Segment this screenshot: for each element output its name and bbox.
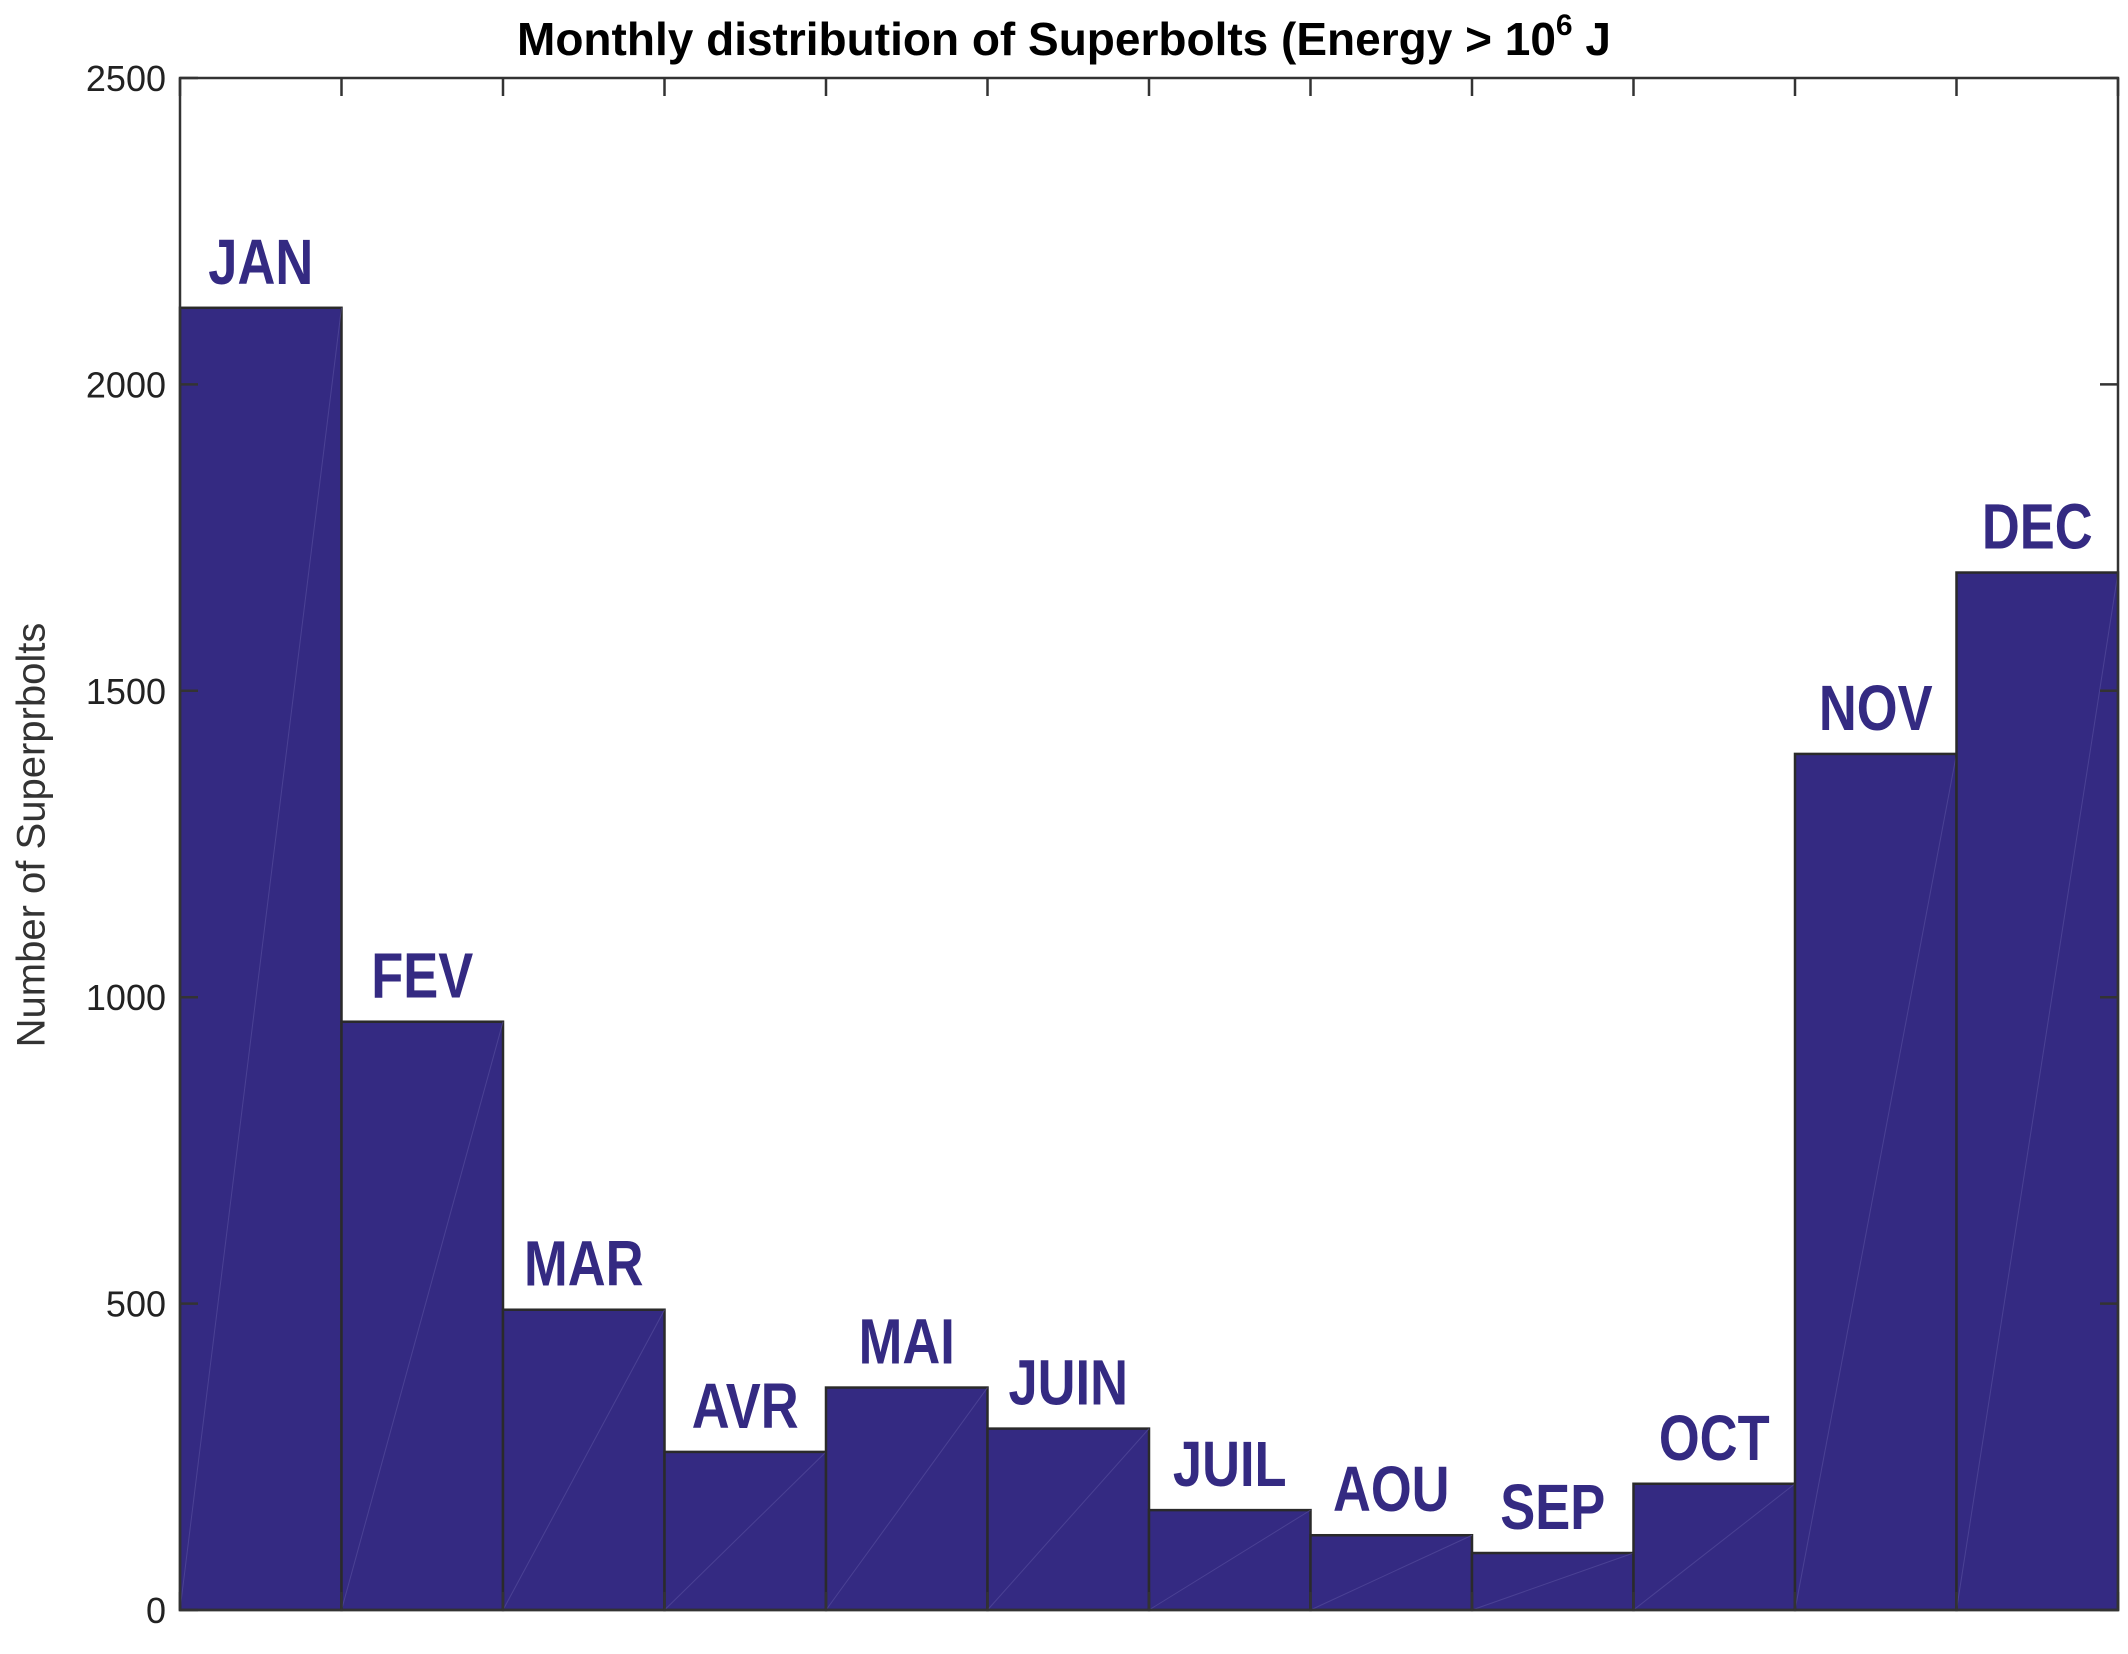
bar-label-avr: AVR — [692, 1371, 799, 1442]
bars-layer — [178, 306, 2120, 1612]
bar-facet-line — [1794, 753, 1957, 1611]
y-tick-label: 1500 — [86, 671, 166, 712]
bar-facet-line — [502, 1309, 665, 1611]
bar-label-juil: JUIL — [1173, 1429, 1287, 1500]
bar-facet-line — [987, 1428, 1150, 1611]
bar-label-aou: AOU — [1333, 1454, 1450, 1525]
y-tick-label: 0 — [146, 1590, 166, 1631]
axes-layer: 0 500 1000 1500 2000 2500 — [86, 58, 2120, 1631]
bar-facet-line — [664, 1451, 827, 1611]
bar-facet-line — [1956, 572, 2119, 1611]
bar-label-juin: JUIN — [1008, 1348, 1128, 1419]
bar-label-sep: SEP — [1500, 1472, 1605, 1543]
y-tick-label: 500 — [106, 1284, 166, 1325]
bar-label-jan: JAN — [208, 227, 313, 298]
bar-label-fev: FEV — [371, 941, 473, 1012]
y-tick-label: 2500 — [86, 58, 166, 99]
bar-facet-line — [341, 1021, 504, 1611]
y-tick-label: 1000 — [86, 977, 166, 1018]
bar-labels-layer: JAN FEV MAR AVR MAI JUIN JUIL AOU SEP OCT NOV DEC — [208, 227, 2092, 1543]
bar-facet-line — [1633, 1483, 1796, 1611]
bar-label-dec: DEC — [1982, 492, 2093, 563]
bar-label-oct: OCT — [1659, 1403, 1770, 1474]
bar-label-nov: NOV — [1819, 673, 1933, 744]
bar-facet-line — [179, 307, 342, 1611]
bar-facet-line — [1471, 1552, 1634, 1611]
bar-facet-line — [825, 1387, 988, 1611]
y-tick-label: 2000 — [86, 364, 166, 405]
bar-facet-line — [1310, 1534, 1473, 1611]
bar-label-mar: MAR — [524, 1229, 644, 1300]
chart-title: Monthly distribution of Superbolts (Ener… — [517, 8, 1611, 65]
bar-label-mai: MAI — [859, 1307, 955, 1378]
title-superscript: 6 — [1555, 8, 1573, 42]
bar-facet-line — [1148, 1509, 1311, 1611]
